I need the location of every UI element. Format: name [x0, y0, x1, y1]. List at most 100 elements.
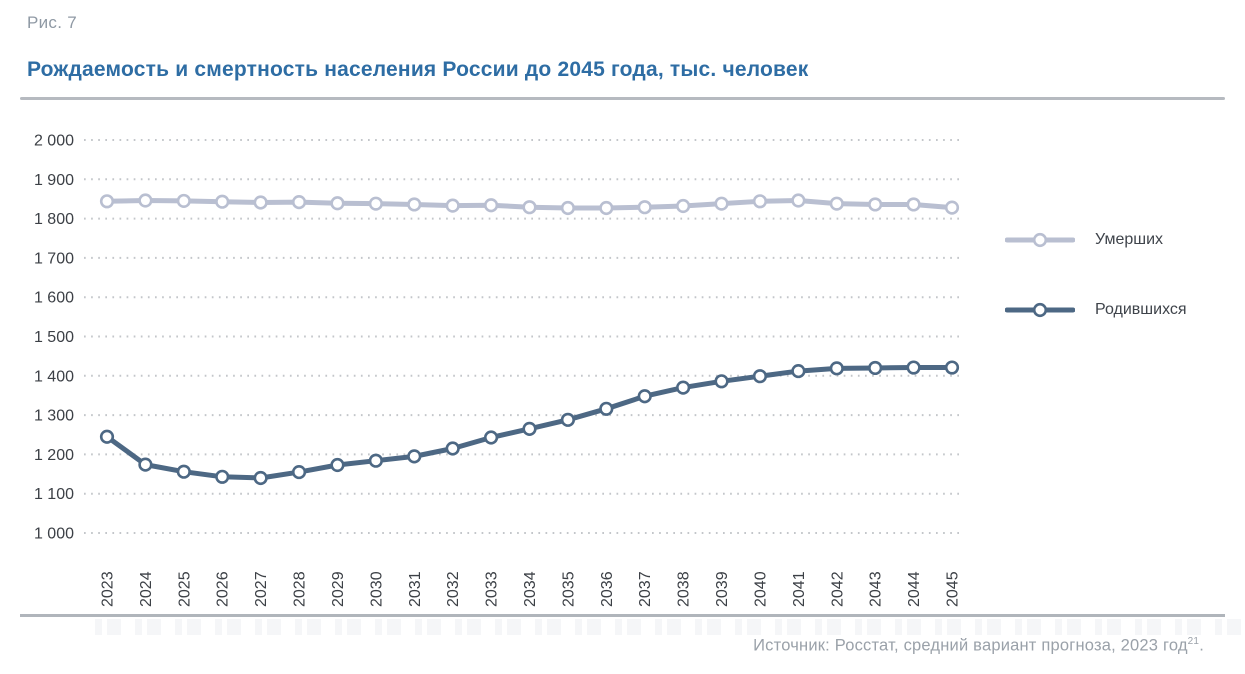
- data-point-marker: [99, 429, 115, 444]
- y-tick-label: 1 000: [34, 526, 74, 543]
- data-point-marker: [368, 196, 383, 211]
- y-tick-label: 1 300: [34, 408, 74, 425]
- data-point-marker: [445, 441, 460, 456]
- data-point-marker: [599, 401, 614, 416]
- data-point-marker: [868, 360, 883, 376]
- x-tick-label: 2041: [791, 571, 808, 607]
- data-point-marker: [330, 457, 345, 473]
- legend-label-deaths: Умерших: [1095, 231, 1164, 248]
- legend-item-deaths: Умерших: [1005, 231, 1225, 249]
- y-tick-label: 1 800: [34, 211, 74, 228]
- data-point-marker: [676, 198, 691, 214]
- x-tick-label: 2027: [253, 571, 270, 607]
- legend-item-births: Родившихся: [1005, 301, 1225, 319]
- x-tick-label: 2031: [407, 571, 424, 607]
- x-tick-label: 2039: [714, 571, 731, 607]
- data-point-marker: [752, 369, 768, 384]
- data-point-marker: [215, 469, 230, 484]
- data-point-marker: [215, 194, 230, 209]
- x-tick-label: 2035: [560, 571, 577, 607]
- x-tick-label: 2038: [676, 571, 693, 607]
- data-point-marker: [330, 196, 345, 211]
- data-point-marker: [483, 430, 499, 445]
- x-tick-label: 2030: [368, 571, 385, 607]
- data-point-marker: [944, 360, 960, 375]
- data-point-marker: [253, 195, 268, 210]
- legend-label-births: Родившихся: [1095, 301, 1187, 318]
- data-point-marker: [407, 197, 422, 212]
- chart-legend: Умерших Родившихся: [1005, 231, 1225, 319]
- y-tick-label: 1 700: [34, 250, 74, 267]
- data-point-marker: [791, 193, 806, 208]
- data-point-marker: [868, 197, 883, 212]
- footer-divider: [20, 614, 1225, 617]
- y-axis-labels: 2 000 1 900 1 800 1 700 1 600 1 500 1 400 1 300…: [34, 133, 74, 543]
- series-deaths: [99, 193, 960, 216]
- y-tick-label: 2 000: [34, 133, 74, 150]
- y-tick-label: 1 500: [34, 329, 74, 346]
- line-marker-swatch-icon: [1005, 232, 1075, 248]
- data-point-marker: [714, 374, 729, 389]
- y-tick-label: 1 600: [34, 290, 74, 307]
- x-tick-label: 2043: [868, 571, 885, 607]
- x-tick-label: 2037: [637, 571, 654, 607]
- data-point-marker: [176, 464, 191, 479]
- data-point-marker: [637, 200, 652, 215]
- watermark-pattern: [95, 619, 1245, 635]
- data-point-marker: [637, 389, 652, 404]
- x-tick-label: 2024: [138, 571, 155, 607]
- data-point-marker: [291, 194, 307, 210]
- x-tick-label: 2025: [176, 571, 193, 607]
- x-axis-labels: 2023 2024 2025 2026 2027 2028 2029 2030 2031 2032…: [100, 571, 962, 607]
- data-point-marker: [676, 380, 691, 395]
- source-text: Источник: Росстат, средний вариант прогн…: [753, 636, 1188, 655]
- data-point-marker: [522, 421, 537, 436]
- chart-title: Рождаемость и смертность населения Росси…: [27, 58, 809, 81]
- x-tick-label: 2032: [445, 571, 462, 607]
- x-tick-label: 2040: [752, 571, 769, 607]
- data-point-marker: [176, 193, 191, 209]
- x-tick-label: 2036: [599, 571, 616, 607]
- y-tick-label: 1 100: [34, 486, 74, 503]
- x-tick-label: 2042: [829, 571, 846, 607]
- data-point-marker: [906, 197, 921, 212]
- x-tick-label: 2029: [330, 571, 347, 607]
- data-point-marker: [522, 200, 537, 215]
- data-point-marker: [791, 363, 806, 379]
- line-marker-swatch-icon: [1005, 302, 1075, 318]
- x-tick-label: 2033: [484, 571, 501, 607]
- source-footnote-ref: 21: [1187, 636, 1200, 647]
- data-point-marker: [138, 457, 153, 472]
- data-point-marker: [291, 464, 307, 480]
- x-tick-label: 2044: [906, 571, 923, 607]
- x-tick-label: 2034: [522, 571, 539, 607]
- source-note: Источник: Росстат, средний вариант прогн…: [753, 636, 1204, 656]
- title-divider: [20, 97, 1225, 100]
- data-point-marker: [253, 470, 268, 486]
- data-point-marker: [829, 361, 844, 376]
- y-tick-label: 1 400: [34, 368, 74, 385]
- y-tick-label: 1 200: [34, 447, 74, 464]
- figure-number: Рис. 7: [27, 13, 78, 32]
- data-point-marker: [714, 196, 729, 211]
- x-tick-label: 2026: [215, 571, 232, 607]
- data-point-marker: [407, 449, 422, 464]
- data-point-marker: [483, 198, 499, 213]
- x-tick-label: 2045: [945, 571, 962, 607]
- y-tick-label: 1 900: [34, 172, 74, 189]
- data-point-marker: [752, 194, 768, 209]
- series-births: [99, 360, 960, 486]
- x-tick-label: 2028: [292, 571, 309, 607]
- data-point-marker: [99, 194, 115, 209]
- data-point-marker: [368, 453, 383, 468]
- data-point-marker: [560, 412, 576, 427]
- source-period: .: [1199, 636, 1204, 655]
- data-point-marker: [560, 200, 576, 216]
- data-point-marker: [445, 198, 460, 213]
- x-tick-label: 2023: [100, 571, 117, 607]
- data-point-marker: [944, 200, 960, 215]
- data-point-marker: [829, 196, 844, 211]
- data-point-marker: [138, 193, 153, 208]
